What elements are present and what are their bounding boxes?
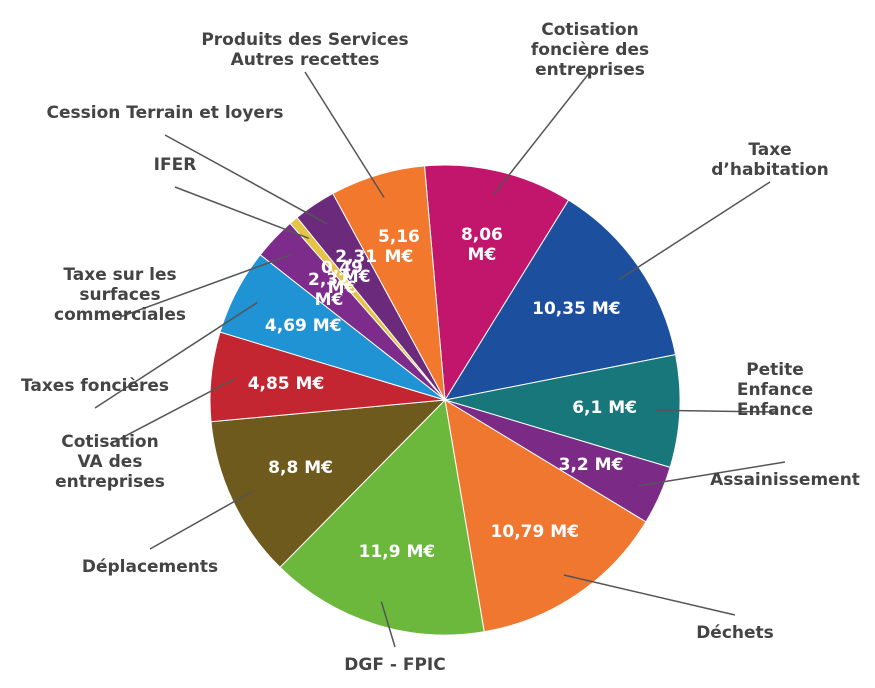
value-label: 11,9 M€: [358, 542, 436, 563]
leader-line: [149, 489, 255, 550]
pie-slice: [443, 199, 677, 401]
value-label: 3,2 M€: [558, 454, 624, 475]
slice-label: Produits des Services Autres recettes: [201, 30, 409, 70]
pie-slice: [444, 399, 647, 633]
leader-line: [164, 134, 328, 225]
leader-line: [563, 574, 736, 616]
slice-label: Déchets: [696, 623, 774, 643]
slice-label: Taxes foncières: [20, 376, 170, 396]
slice-label: IFER: [153, 155, 197, 175]
value-label: 8,06 M€: [460, 224, 503, 265]
slice-label: Cotisation foncière des entreprises: [530, 20, 650, 80]
leader-line: [380, 601, 396, 648]
pie-slice: [210, 399, 447, 568]
pie-slice: [423, 164, 570, 402]
leader-line: [174, 186, 309, 240]
leader-line: [304, 71, 385, 198]
slice-label: DGF - FPIC: [344, 655, 446, 675]
slice-label: Assainissement: [710, 470, 860, 490]
leader-line: [656, 409, 776, 413]
value-label: 10,35 M€: [532, 299, 621, 320]
leader-line: [94, 301, 258, 409]
value-label: 10,79 M€: [490, 522, 579, 543]
leader-line: [109, 378, 235, 445]
leader-line: [119, 253, 292, 318]
slice-label: Taxe sur les surfaces commerciales: [54, 265, 186, 325]
leader-line: [493, 71, 591, 195]
slice-label: Petite Enfance Enfance: [736, 360, 814, 420]
leader-line: [638, 461, 786, 487]
value-label: 8,8 M€: [268, 458, 333, 479]
value-label: 5,16 M€: [377, 226, 420, 267]
value-label: 0,49 M€: [320, 257, 363, 298]
slice-label: Cotisation VA des entreprises: [55, 432, 165, 492]
pie-slice: [332, 165, 446, 401]
slice-label: Taxe d’habitation: [711, 140, 829, 180]
value-label: 2,32 M€: [308, 270, 350, 311]
value-label: 4,85 M€: [247, 373, 325, 394]
value-label: 4,69 M€: [264, 316, 342, 337]
pie-slice: [444, 354, 681, 469]
slice-label: Cession Terrain et loyers: [46, 103, 284, 123]
leader-line: [618, 181, 771, 281]
pie-slice: [279, 398, 485, 636]
value-label: 6,1 M€: [572, 397, 637, 418]
slice-label: Déplacements: [81, 557, 219, 577]
value-label: 2,31 M€: [335, 247, 378, 288]
